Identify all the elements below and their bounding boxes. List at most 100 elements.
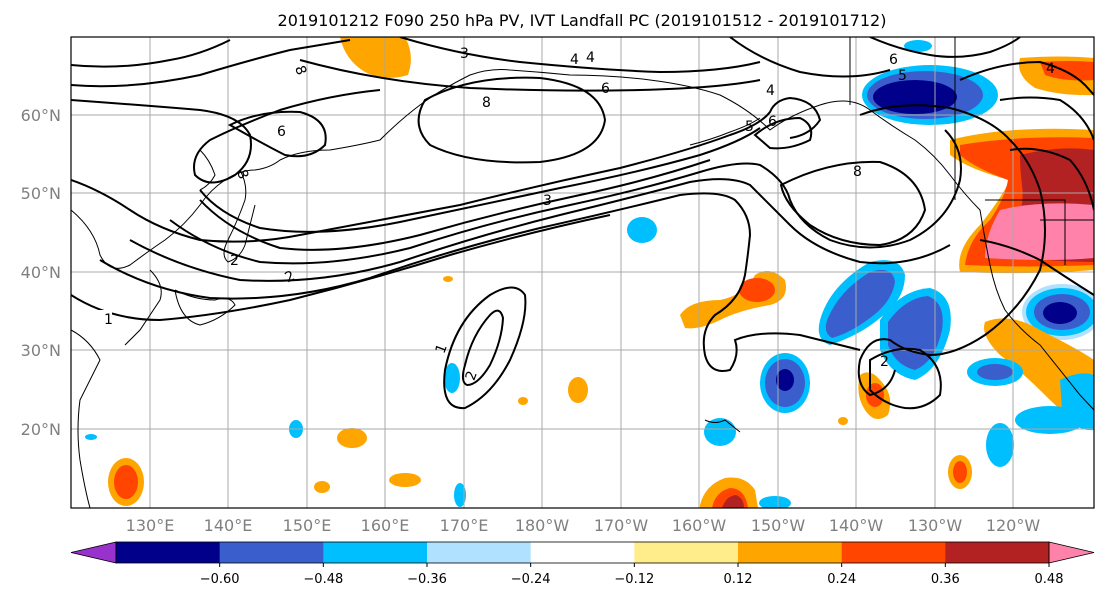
contour-label: 3 [460, 46, 469, 62]
lon-label: 170°E [440, 516, 489, 535]
colorbar-label: 0.36 [931, 572, 960, 587]
contour-line [959, 60, 1094, 96]
contour-line [169, 129, 962, 265]
lon-label: 150°E [283, 516, 332, 535]
colorbar-cell [530, 542, 635, 563]
coastline-aleutians [689, 117, 761, 146]
shade-negative [444, 363, 460, 393]
colorbar-label: 0.24 [827, 572, 856, 587]
lon-labels: 130°E 140°E 150°E 160°E 170°E 180°W 170°… [126, 516, 1041, 535]
lat-label: 20°N [21, 420, 61, 439]
colorbar-cell [945, 542, 1050, 563]
contour-line [729, 37, 891, 78]
contour-line [399, 37, 761, 74]
lat-label: 40°N [21, 263, 61, 282]
shade-positive [337, 428, 367, 448]
colorbar-cell [219, 542, 324, 563]
coastline-sakhalin [199, 149, 216, 191]
lon-label: 150°W [751, 516, 806, 535]
colorbar-ticks: −0.60 −0.48 −0.36 −0.24 −0.12 0.12 0.24 0.36 0.4… [200, 563, 1064, 587]
lon-label: 130°E [126, 516, 175, 535]
borders [849, 37, 1094, 265]
map-frame [70, 36, 1095, 509]
shade-negative [776, 369, 794, 391]
contour-line [461, 309, 505, 387]
colorbar-cell [634, 542, 739, 563]
contour-line [979, 239, 1094, 296]
lon-label: 140°E [204, 516, 253, 535]
colorbar-label: 0.12 [724, 572, 753, 587]
shade-positive [518, 397, 528, 405]
contour-label: 3 [543, 193, 552, 209]
contour-line [779, 160, 927, 247]
contour-label: 6 [889, 52, 898, 68]
graticule [71, 37, 1094, 508]
contour-label: 8 [482, 95, 491, 111]
colorbar-label: −0.36 [407, 572, 447, 587]
coastline-korea [124, 269, 162, 346]
shade-positive [114, 465, 138, 499]
lon-label: 160°W [672, 516, 727, 535]
colorbar: −0.60 −0.48 −0.36 −0.24 −0.12 0.12 0.24 0.36 0.4… [70, 541, 1095, 587]
contour-line [869, 347, 942, 410]
lat-label: 50°N [21, 184, 61, 203]
contour-label: 5 [745, 119, 754, 135]
map-panel: 1 1 2 2 2 3 3 4 4 4 5 6 6 6 8 8 8 8 6 5 … [71, 37, 1094, 508]
shade-positive [389, 473, 421, 487]
lon-label: 170°W [594, 516, 649, 535]
colorbar-label: −0.60 [200, 572, 240, 587]
lon-label: 180°W [515, 516, 570, 535]
contour-label: 6 [601, 81, 610, 97]
contour-line [443, 286, 527, 410]
contour-line [299, 59, 761, 92]
colorbar-label: −0.48 [303, 572, 343, 587]
contour-label: 4 [570, 52, 579, 68]
shade-positive [739, 278, 775, 302]
shade-negative [454, 483, 466, 507]
contour-label: 2 [230, 253, 239, 269]
ivt-shading [85, 37, 1094, 508]
contour-line [71, 39, 231, 68]
contour-label: 2 [880, 354, 889, 370]
shade-negative [759, 496, 791, 508]
lon-label: 140°W [829, 516, 884, 535]
shade-negative [888, 296, 943, 370]
colorbar-cells [70, 541, 1095, 564]
contour-line [753, 116, 813, 150]
colorbar-label: 0.48 [1035, 572, 1064, 587]
contour-line [71, 89, 381, 184]
shade-positive [838, 417, 848, 425]
lat-labels: 60°N 50°N 40°N 30°N 20°N [21, 106, 61, 439]
shade-positive [340, 37, 411, 78]
shade-negative [977, 364, 1013, 380]
colorbar-extend-min [70, 541, 117, 564]
colorbar-cell [738, 542, 843, 563]
shade-negative [904, 40, 932, 52]
contour-line [71, 214, 611, 322]
figure-title: 2019101212 F090 250 hPa PV, IVT Landfall… [278, 11, 887, 30]
contour-line [199, 127, 761, 233]
contour-label: 4 [1046, 61, 1055, 77]
lon-label: 160°E [361, 516, 410, 535]
shade-positive [314, 481, 330, 493]
contour-label: 1 [104, 312, 113, 328]
colorbar-extend-max [1048, 541, 1095, 564]
colorbar-outline [115, 541, 1050, 564]
lon-label: 130°W [908, 516, 963, 535]
contour-line [71, 96, 822, 243]
contour-line [71, 39, 351, 88]
contour-line [869, 37, 1021, 58]
colorbar-cell [841, 542, 946, 563]
contour-line [857, 104, 1046, 397]
shade-negative [1015, 406, 1085, 434]
contour-line [417, 76, 607, 164]
shade-negative [825, 269, 895, 338]
coastline-hawaii [704, 419, 741, 433]
contour-line [227, 110, 327, 158]
contour-label: 6 [277, 124, 286, 140]
colorbar-label: −0.24 [511, 572, 551, 587]
shade-negative [627, 217, 657, 243]
coastlines [71, 37, 1094, 508]
contour-line [1009, 147, 1094, 211]
